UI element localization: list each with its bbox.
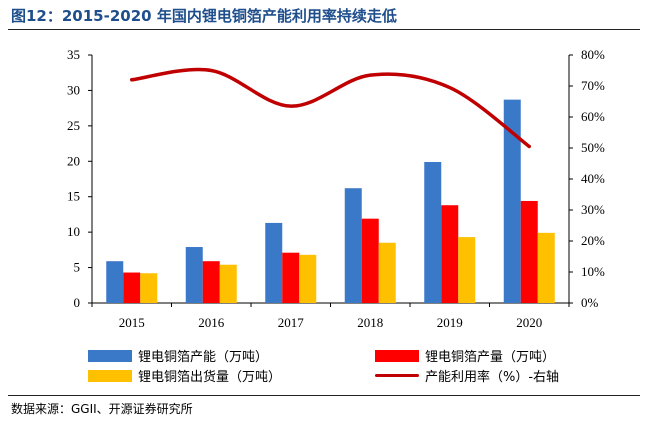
y-right-tick-label: 30%	[581, 202, 605, 217]
y-right-tick-label: 0%	[581, 295, 599, 310]
bar-output	[123, 272, 141, 303]
legend-item-capacity: 锂电铜箔产能（万吨）	[88, 346, 268, 365]
y-right-tick-label: 70%	[581, 78, 605, 93]
bar-capacity	[424, 161, 442, 303]
y-left-tick-label: 5	[74, 260, 81, 275]
bar-capacity	[265, 222, 283, 303]
bar-shipment	[219, 264, 237, 303]
x-tick-label: 2018	[357, 315, 383, 330]
bar-shipment	[299, 254, 317, 303]
legend-swatch-utilization	[375, 374, 419, 377]
legend-label-shipment: 锂电铜箔出货量（万吨）	[138, 370, 282, 385]
source-rule	[8, 395, 640, 396]
source-note: 数据来源：GGII、开源证券研究所	[11, 402, 193, 416]
legend-label-utilization: 产能利用率（%）-右轴	[425, 370, 560, 385]
y-left-tick-label: 20	[67, 153, 80, 168]
x-tick-label: 2016	[198, 315, 225, 330]
legend-swatch-capacity	[88, 349, 132, 362]
y-left-tick-label: 25	[67, 118, 80, 133]
y-left-tick-label: 0	[74, 295, 81, 310]
legend-label-output: 锂电铜箔产量（万吨）	[425, 350, 556, 365]
bar-shipment	[378, 242, 396, 303]
y-left-tick-label: 35	[67, 47, 80, 62]
bar-capacity	[106, 261, 124, 303]
bar-output	[202, 261, 220, 303]
bar-shipment	[140, 273, 158, 303]
legend-item-shipment: 锂电铜箔出货量（万吨）	[88, 366, 281, 385]
title-rule	[8, 29, 640, 30]
y-right-tick-label: 60%	[581, 109, 605, 124]
chart-area: 0 5 10 15 20 25 30 35 0% 10% 20% 30% 40% 50% 60% 70% 80%…	[67, 47, 605, 330]
y-right-tick-label: 40%	[581, 171, 605, 186]
x-tick-label: 2017	[278, 315, 305, 330]
x-tick-label: 2020	[516, 315, 542, 330]
legend-swatch-output	[375, 349, 419, 362]
y-right-tick-label: 80%	[581, 47, 605, 62]
legend-item-utilization: 产能利用率（%）-右轴	[375, 366, 559, 385]
utilization-line	[130, 67, 531, 149]
x-tick-label: 2015	[119, 315, 145, 330]
legend-label-capacity: 锂电铜箔产能（万吨）	[138, 350, 269, 365]
y-left-tick-label: 30	[67, 82, 80, 97]
bar-output	[441, 205, 459, 303]
bar-output	[520, 200, 538, 303]
legend-item-output: 锂电铜箔产量（万吨）	[375, 346, 555, 365]
bar-capacity	[344, 188, 362, 303]
chart-title: 图12：2015-2020 年国内锂电铜箔产能利用率持续走低	[11, 7, 397, 25]
bar-shipment	[537, 232, 555, 303]
bar-capacity	[503, 99, 521, 303]
bar-shipment	[458, 237, 476, 303]
y-left-tick-label: 10	[67, 224, 80, 239]
bar-capacity	[185, 247, 203, 303]
legend-swatch-shipment	[88, 369, 132, 382]
bar-output	[361, 218, 379, 303]
x-tick-label: 2019	[437, 315, 463, 330]
y-right-tick-label: 10%	[581, 264, 605, 279]
y-right-tick-label: 20%	[581, 233, 605, 248]
y-right-tick-label: 50%	[581, 140, 605, 155]
bar-output	[282, 252, 300, 303]
y-left-tick-label: 15	[67, 189, 80, 204]
